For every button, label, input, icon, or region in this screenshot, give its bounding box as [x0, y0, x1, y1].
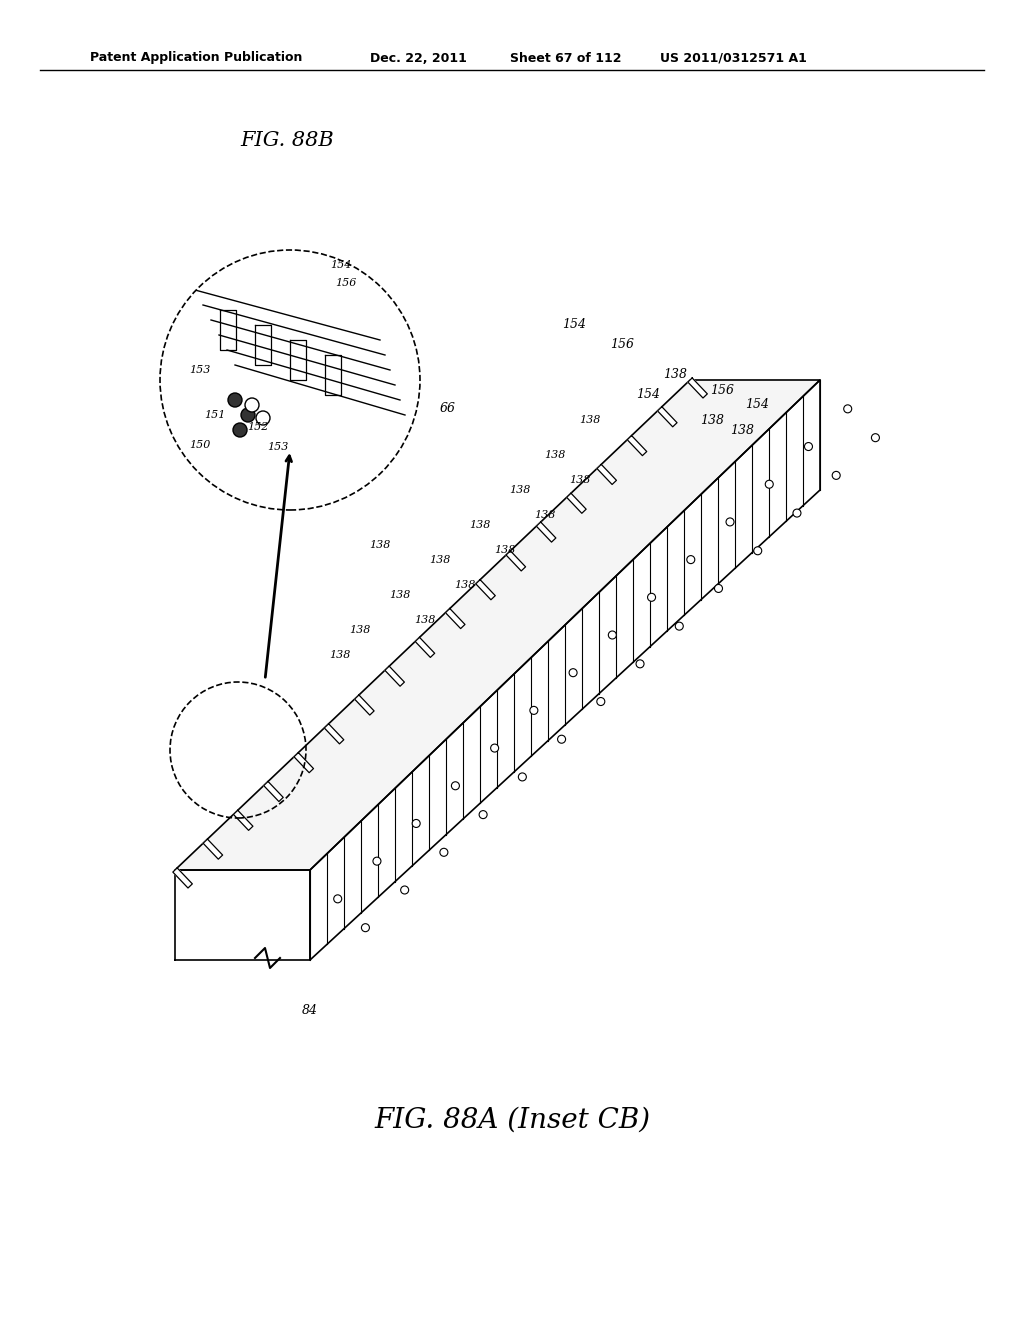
Circle shape [558, 735, 565, 743]
Polygon shape [264, 781, 284, 801]
Circle shape [452, 781, 460, 789]
Circle shape [529, 706, 538, 714]
Polygon shape [688, 378, 708, 399]
Circle shape [636, 660, 644, 668]
Polygon shape [628, 436, 647, 455]
Polygon shape [385, 667, 404, 686]
Text: 138: 138 [389, 590, 411, 601]
Circle shape [373, 857, 381, 865]
Text: Dec. 22, 2011: Dec. 22, 2011 [370, 51, 467, 65]
Text: FIG. 88B: FIG. 88B [240, 131, 334, 149]
Text: 138: 138 [495, 545, 516, 554]
Text: 156: 156 [335, 279, 356, 288]
Circle shape [160, 249, 420, 510]
Circle shape [793, 510, 801, 517]
Circle shape [765, 480, 773, 488]
Text: 138: 138 [469, 520, 490, 531]
Polygon shape [445, 609, 465, 628]
Text: 156: 156 [710, 384, 734, 396]
Circle shape [334, 895, 342, 903]
Polygon shape [173, 869, 193, 888]
Text: 153: 153 [267, 442, 289, 451]
Circle shape [241, 408, 255, 422]
Circle shape [233, 422, 247, 437]
Circle shape [647, 593, 655, 602]
Text: 154: 154 [330, 260, 351, 271]
Polygon shape [203, 840, 222, 859]
Circle shape [597, 697, 605, 705]
Polygon shape [597, 465, 616, 484]
Text: 138: 138 [509, 484, 530, 495]
Text: 138: 138 [330, 649, 350, 660]
Text: Patent Application Publication: Patent Application Publication [90, 51, 302, 65]
Text: 138: 138 [700, 413, 724, 426]
Text: FIG. 88A (Inset CB): FIG. 88A (Inset CB) [374, 1106, 650, 1134]
Text: 138: 138 [455, 579, 476, 590]
Text: 156: 156 [610, 338, 634, 351]
Circle shape [687, 556, 695, 564]
Text: 138: 138 [535, 510, 556, 520]
Circle shape [245, 399, 259, 412]
Polygon shape [175, 870, 310, 960]
Circle shape [400, 886, 409, 894]
Circle shape [726, 517, 734, 525]
Polygon shape [657, 407, 677, 426]
Polygon shape [310, 380, 820, 960]
Polygon shape [506, 550, 525, 572]
Circle shape [490, 744, 499, 752]
Circle shape [608, 631, 616, 639]
Text: US 2011/0312571 A1: US 2011/0312571 A1 [660, 51, 807, 65]
Text: 150: 150 [189, 440, 211, 450]
Text: 151: 151 [205, 411, 225, 420]
Polygon shape [325, 723, 344, 744]
Circle shape [833, 471, 841, 479]
Text: 138: 138 [569, 475, 591, 484]
Text: 152: 152 [248, 422, 268, 432]
Circle shape [228, 393, 242, 407]
Text: 153: 153 [189, 366, 211, 375]
Text: 138: 138 [730, 424, 754, 437]
Text: 138: 138 [580, 414, 601, 425]
Text: 138: 138 [370, 540, 391, 550]
Text: 66: 66 [440, 401, 456, 414]
Polygon shape [354, 696, 374, 715]
Text: 84: 84 [302, 1003, 318, 1016]
Text: 138: 138 [429, 554, 451, 565]
Circle shape [569, 669, 578, 677]
Circle shape [361, 924, 370, 932]
Text: 138: 138 [415, 615, 435, 624]
Circle shape [754, 546, 762, 554]
Circle shape [844, 405, 852, 413]
Circle shape [871, 434, 880, 442]
Text: 138: 138 [663, 368, 687, 381]
Text: 154: 154 [636, 388, 660, 401]
Circle shape [675, 622, 683, 630]
Polygon shape [566, 494, 586, 513]
Circle shape [256, 411, 270, 425]
Circle shape [440, 849, 447, 857]
Circle shape [413, 820, 420, 828]
Text: 138: 138 [545, 450, 565, 459]
Circle shape [805, 442, 812, 450]
Circle shape [715, 585, 723, 593]
Polygon shape [415, 638, 435, 657]
Polygon shape [537, 521, 556, 543]
Circle shape [518, 774, 526, 781]
Polygon shape [175, 380, 820, 870]
Polygon shape [294, 752, 313, 772]
Polygon shape [233, 810, 253, 830]
Text: 138: 138 [349, 624, 371, 635]
Text: Sheet 67 of 112: Sheet 67 of 112 [510, 51, 622, 65]
Circle shape [479, 810, 487, 818]
Text: 154: 154 [745, 399, 769, 412]
Text: 154: 154 [562, 318, 586, 331]
Polygon shape [476, 579, 496, 599]
